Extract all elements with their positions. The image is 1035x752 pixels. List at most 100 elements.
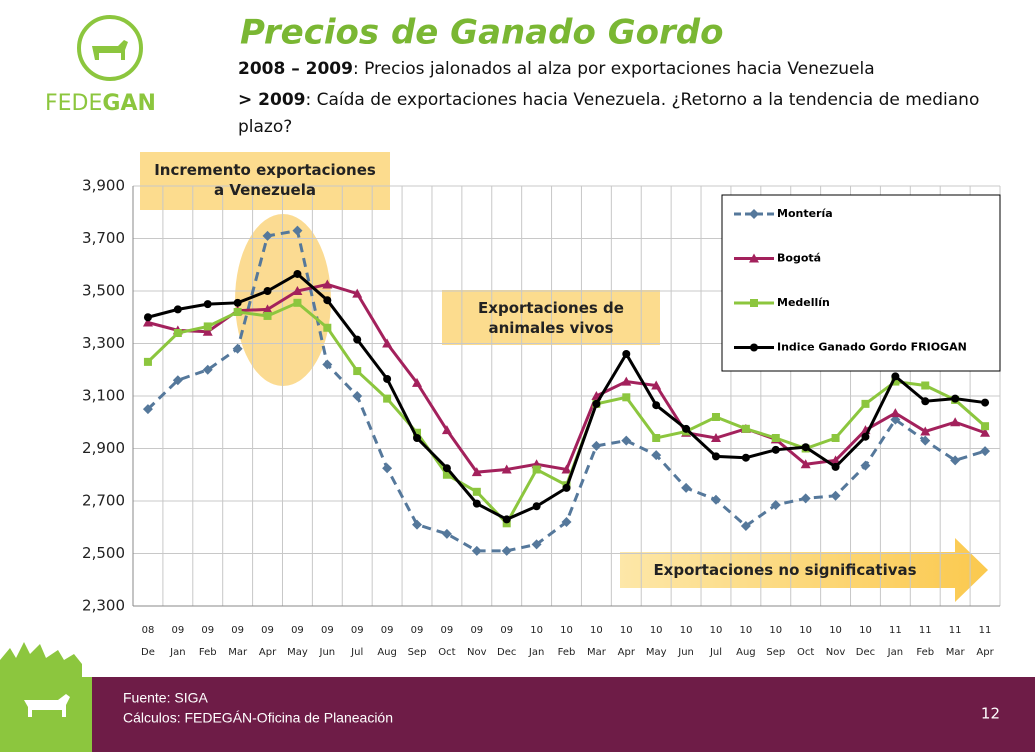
marker [262,304,273,314]
annotation: Exportaciones de animales vivos [478,299,624,337]
x-tick-label: 10 Oct [797,625,814,658]
marker [382,338,393,348]
marker [143,357,152,366]
x-tick-label: 11 Mar [946,625,966,658]
marker [831,462,840,471]
footer-band [0,677,1035,752]
marker [591,440,602,451]
marker [710,433,721,442]
marker [322,359,333,370]
marker [322,279,333,289]
marker [172,375,183,386]
annotation: Incremento exportaciones a Venezuela [154,161,376,199]
marker [741,453,750,462]
marker [323,296,332,305]
x-tick-label: 10 May [646,625,667,658]
marker [951,394,960,403]
marker [921,397,930,406]
x-tick-label: 09 Jan [169,625,185,658]
marker [710,494,721,505]
marker [441,425,452,435]
footer-green [0,677,92,752]
marker [981,398,990,407]
x-tick-label: 10 Dec [856,625,875,658]
marker [412,519,423,530]
x-tick-label: 10 Jan [528,625,544,658]
x-tick-label: 09 Feb [199,625,217,658]
marker [622,350,631,358]
logo-ring [77,15,143,81]
marker [412,377,423,387]
y-tick-label: 2,500 [82,544,125,562]
legend-label: Montería [777,207,833,220]
footer-cow [24,694,70,717]
marker [413,428,422,437]
x-tick-label: 10 Aug [736,625,756,658]
marker [771,445,780,454]
marker [890,414,901,425]
legend-box [721,194,1001,372]
x-tick-label: 10 Mar [587,625,607,658]
footer-source: Fuente: SIGA [123,690,208,706]
legend-marker [749,209,759,219]
marker [950,455,961,466]
marker [173,305,182,314]
marker [502,515,511,524]
page-number: 12 [981,705,1000,723]
legend-marker [750,343,758,352]
marker [471,545,482,556]
marker [142,404,153,415]
marker [861,399,870,408]
marker [592,399,601,408]
marker [532,465,541,474]
marker [682,424,691,433]
marker [891,377,900,386]
marker [173,329,182,337]
marker [621,435,632,446]
legend-label: Indice Ganado Gordo FRIOGAN [777,341,967,354]
chart: 2,300 2,500 2,700 2,900 3,100 3,300 3,500 3,700… [82,177,1001,658]
marker [143,313,152,322]
marker [323,323,332,332]
x-tick-label: 10 Jun [677,625,694,658]
marker [801,443,810,452]
x-tick-label: 09 Oct [438,625,455,658]
x-tick-label: 09 Jul [350,625,363,658]
marker [622,393,631,402]
x-tick-label: 10 Feb [558,625,576,658]
marker [830,490,841,501]
marker [142,317,153,327]
marker [353,367,362,376]
x-tick-label: 08 De [141,625,155,658]
marker [890,408,901,418]
marker [651,380,662,390]
marker [532,502,541,511]
marker [980,427,991,437]
annotation-box [140,152,390,210]
marker [472,499,481,508]
legend-label: Medellín [777,296,830,309]
marker [920,426,931,436]
marker [501,545,512,556]
x-tick-label: 10 Apr [618,625,636,658]
y-tick-label: 2,300 [82,597,125,615]
marker [203,300,212,309]
marker [860,460,871,471]
y-tick-label: 3,700 [82,229,125,247]
logo-text: FEDEGAN [45,91,156,116]
marker [292,286,303,295]
marker [652,401,661,410]
marker [711,452,720,461]
x-tick-label: 11 Jan [887,625,903,658]
marker [561,464,572,474]
title: Precios de Ganado Gordo [240,13,723,53]
marker [891,372,900,381]
marker [531,539,542,550]
marker [800,493,811,504]
header-line: 2008 – 2009: Precios jalonados al alza p… [238,59,875,79]
marker [741,424,750,433]
marker [681,482,692,493]
marker [861,432,870,441]
